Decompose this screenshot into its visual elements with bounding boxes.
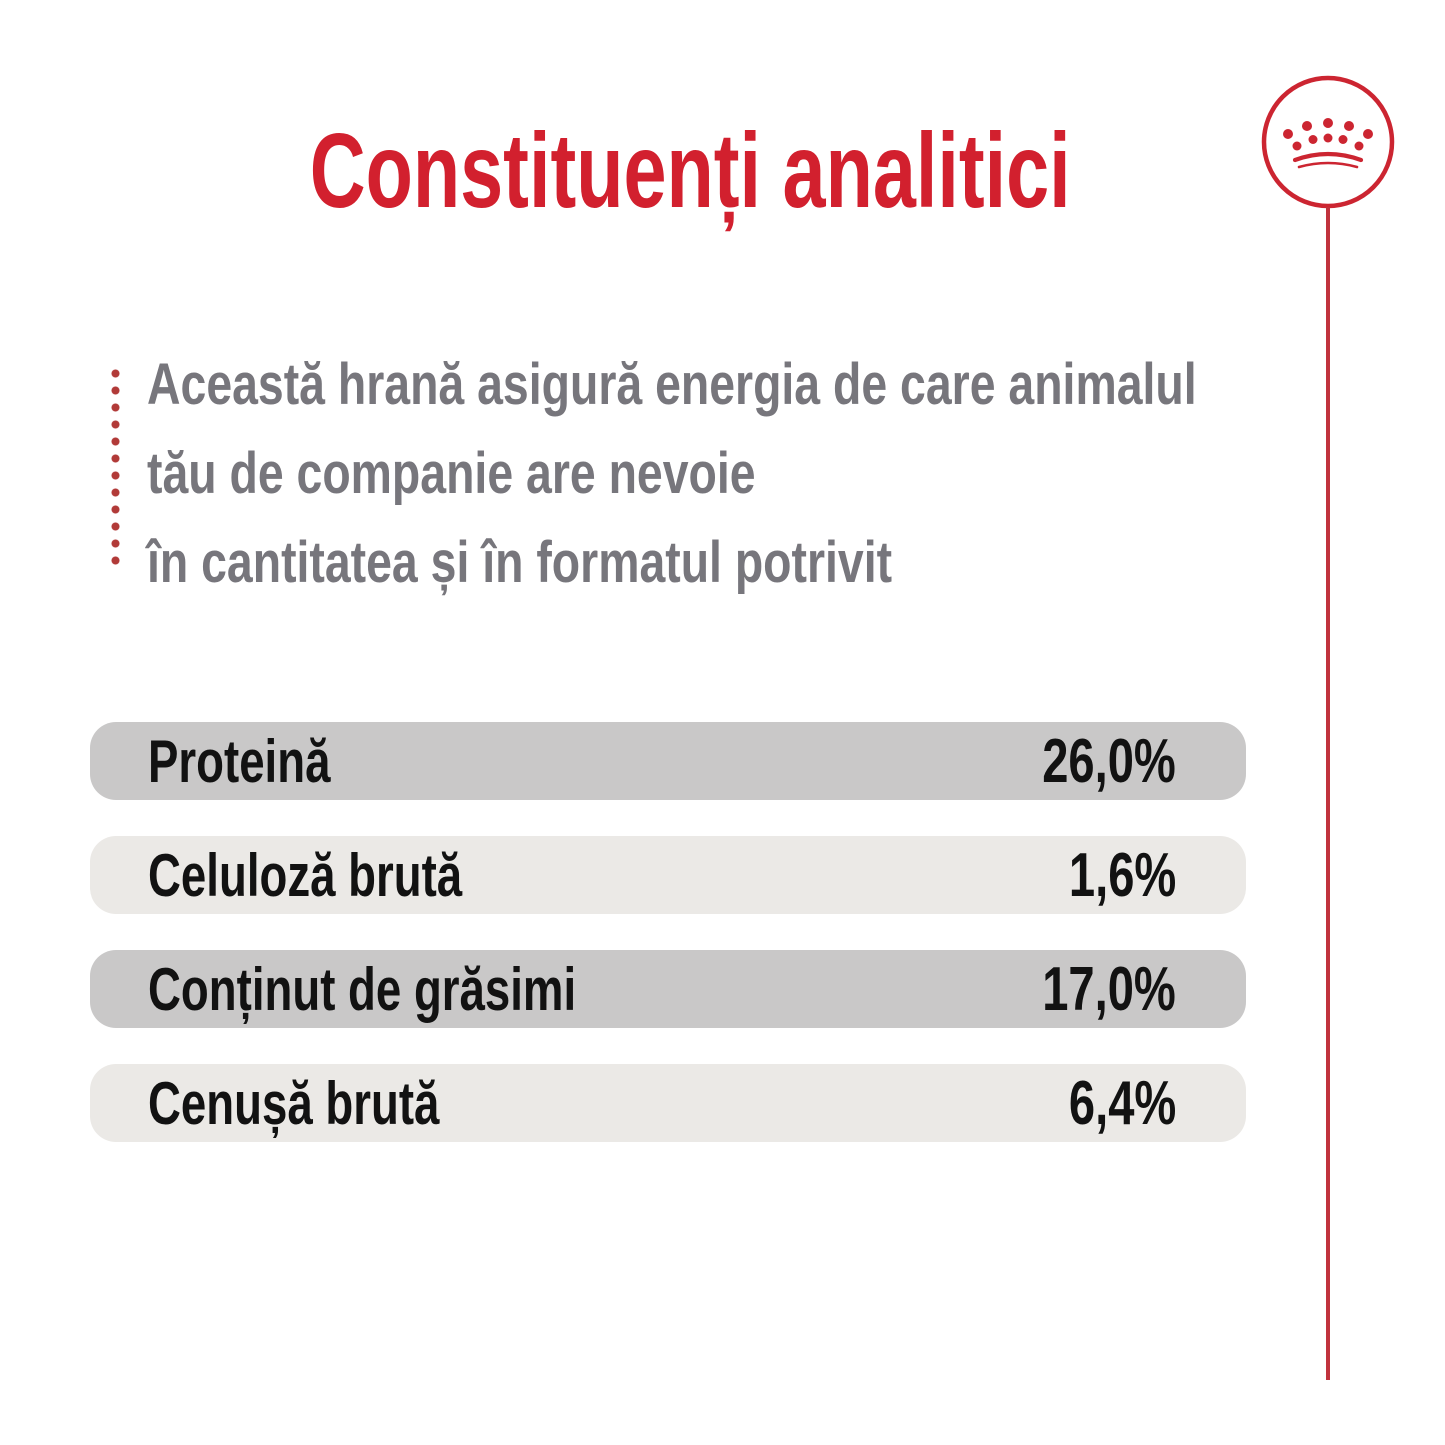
vertical-divider-line [1326,207,1330,1380]
description-line: tău de companie are nevoie [147,441,756,506]
row-value: 6,4% [1068,1068,1176,1138]
table-row-crude-fibre: Celuloză brută 1,6% [90,836,1246,914]
table-row-crude-ash: Cenușă brută 6,4% [90,1064,1246,1142]
description-line: Această hrană asigură energia de care an… [147,352,1197,417]
page-title-text: Constituenți analitici [309,112,1071,230]
row-value: 26,0% [1042,726,1176,796]
royal-canin-crown-icon [1261,75,1395,209]
row-label: Conținut de grăsimi [148,955,577,1023]
row-label: Proteină [148,727,331,795]
page-title: Constituenți analitici [90,118,1290,224]
row-label: Cenușă brută [148,1069,440,1137]
row-value: 1,6% [1068,840,1176,910]
table-row-protein: Proteină 26,0% [90,722,1246,800]
description-line: în cantitatea și în formatul potrivit [147,530,893,595]
row-label: Celuloză brută [148,841,463,909]
table-row-fat-content: Conținut de grăsimi 17,0% [90,950,1246,1028]
row-value: 17,0% [1042,954,1176,1024]
description-block: Această hrană asigură energia de care an… [147,340,1445,607]
dotted-accent-line [111,369,120,571]
